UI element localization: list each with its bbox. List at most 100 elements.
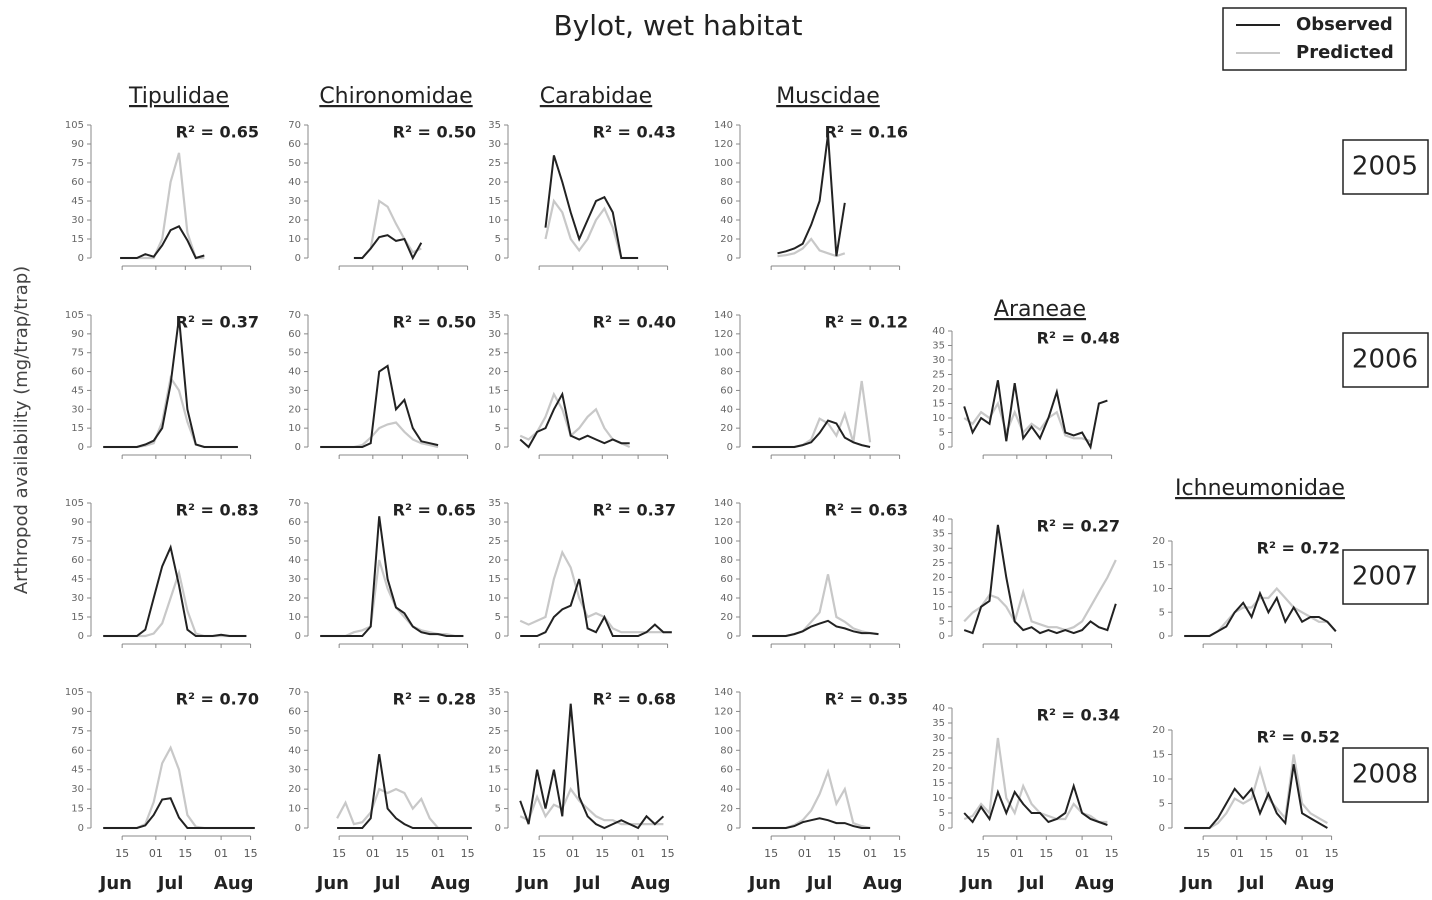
year-label: 2005 xyxy=(1352,152,1418,182)
y-tick-label: 10 xyxy=(488,404,501,415)
y-tick-label: 35 xyxy=(932,529,945,540)
y-tick-label: 140 xyxy=(714,310,733,321)
y-tick-label: 90 xyxy=(71,329,84,340)
r-squared: R² = 0.28 xyxy=(393,690,476,709)
x-tick-label: 15 xyxy=(1259,847,1273,860)
x-tick-label: 15 xyxy=(178,847,192,860)
series-line xyxy=(1184,590,1337,637)
y-tick-label: 10 xyxy=(488,215,501,226)
x-tick-label: 15 xyxy=(532,847,546,860)
x-tick-label: 15 xyxy=(1039,847,1053,860)
y-tick-label: 20 xyxy=(720,612,733,623)
r-squared: R² = 0.50 xyxy=(393,123,476,142)
y-tick-label: 30 xyxy=(288,385,301,396)
month-label: Aug xyxy=(1075,873,1115,894)
x-tick-label: 01 xyxy=(214,847,228,860)
r-squared: R² = 0.65 xyxy=(176,123,259,142)
r-squared: R² = 0.70 xyxy=(176,690,259,709)
series-line xyxy=(777,134,846,257)
y-tick-label: 10 xyxy=(932,793,945,804)
x-tick-label: 15 xyxy=(976,847,990,860)
y-tick-label: 25 xyxy=(488,348,501,359)
y-tick-label: 100 xyxy=(714,348,733,359)
x-tick-label: 15 xyxy=(115,847,129,860)
y-tick-label: 40 xyxy=(932,326,945,337)
series-line xyxy=(752,574,879,638)
x-tick-label: 15 xyxy=(827,847,841,860)
month-label: Aug xyxy=(631,873,671,894)
y-tick-label: 50 xyxy=(288,726,301,737)
y-tick-label: 30 xyxy=(71,404,84,415)
y-tick-label: 75 xyxy=(71,158,84,169)
y-tick-label: 40 xyxy=(720,215,733,226)
year-label: 2007 xyxy=(1352,562,1418,592)
y-tick-label: 5 xyxy=(939,428,945,439)
y-tick-label: 40 xyxy=(288,555,301,566)
y-tick-label: 10 xyxy=(288,234,301,245)
x-tick-label: 01 xyxy=(863,847,877,860)
y-tick-label: 0 xyxy=(295,253,301,264)
y-tick-label: 25 xyxy=(932,370,945,381)
y-tick-label: 0 xyxy=(495,823,501,834)
panel: 0 5 10 15 20 Ichneumonidae R² = 0.72 xyxy=(1152,476,1345,648)
y-tick-label: 35 xyxy=(932,341,945,352)
y-tick-label: 40 xyxy=(720,404,733,415)
x-tick-label: 15 xyxy=(1105,847,1119,860)
y-tick-label: 0 xyxy=(727,823,733,834)
series-line xyxy=(752,619,879,637)
y-tick-label: 15 xyxy=(488,574,501,585)
y-tick-label: 25 xyxy=(932,748,945,759)
y-tick-label: 20 xyxy=(1152,725,1165,736)
r-squared: R² = 0.34 xyxy=(1037,706,1120,725)
series-line xyxy=(103,797,255,829)
x-tick-label: 01 xyxy=(1295,847,1309,860)
y-tick-label: 25 xyxy=(488,536,501,547)
y-tick-label: 70 xyxy=(288,687,301,698)
y-tick-label: 100 xyxy=(714,726,733,737)
figure-title: Bylot, wet habitat xyxy=(553,9,802,42)
r-squared: R² = 0.52 xyxy=(1257,728,1340,747)
r-squared: R² = 0.37 xyxy=(593,501,676,520)
y-tick-label: 10 xyxy=(1152,584,1165,595)
x-tick-label: 01 xyxy=(431,847,445,860)
y-tick-label: 40 xyxy=(288,367,301,378)
series-line xyxy=(519,549,672,634)
series-line xyxy=(963,400,1091,443)
panel: 0 15 30 45 60 75 90 105 Tipulidae R² = 0.65 xyxy=(65,84,259,270)
series-line xyxy=(963,380,1108,450)
x-tick-label: 01 xyxy=(1230,847,1244,860)
y-tick-label: 60 xyxy=(288,139,301,150)
y-tick-label: 45 xyxy=(71,574,84,585)
y-tick-label: 80 xyxy=(720,367,733,378)
y-tick-label: 90 xyxy=(71,706,84,717)
panel: 0 15 30 45 60 75 90 105 R² = 0.37 xyxy=(65,310,259,459)
y-tick-label: 5 xyxy=(495,804,501,815)
r-squared: R² = 0.65 xyxy=(393,501,476,520)
panel: 0 10 20 30 40 50 60 70 R² = 0.50 xyxy=(288,310,476,459)
y-tick-label: 0 xyxy=(1159,823,1165,834)
y-tick-label: 70 xyxy=(288,498,301,509)
x-tick-label: 01 xyxy=(631,847,645,860)
r-squared: R² = 0.35 xyxy=(825,690,908,709)
y-tick-label: 40 xyxy=(932,703,945,714)
r-squared: R² = 0.27 xyxy=(1037,517,1120,536)
month-label: Jun xyxy=(98,873,132,894)
y-tick-label: 30 xyxy=(288,765,301,776)
series-line xyxy=(320,516,464,637)
legend-label: Predicted xyxy=(1296,42,1394,63)
series-line xyxy=(353,199,422,260)
y-tick-label: 60 xyxy=(720,385,733,396)
series-line xyxy=(519,391,631,449)
y-tick-label: 80 xyxy=(720,177,733,188)
r-squared: R² = 0.63 xyxy=(825,501,908,520)
series-line xyxy=(963,782,1108,826)
panel: 0 5 10 15 20 25 30 35 40 Araneae R² = 0.48 xyxy=(932,297,1120,459)
y-tick-label: 30 xyxy=(71,215,84,226)
y-tick-label: 20 xyxy=(1152,536,1165,547)
series-line xyxy=(320,421,439,449)
y-tick-label: 60 xyxy=(288,329,301,340)
month-label: Aug xyxy=(863,873,903,894)
y-tick-label: 15 xyxy=(488,385,501,396)
series-line xyxy=(519,391,630,449)
